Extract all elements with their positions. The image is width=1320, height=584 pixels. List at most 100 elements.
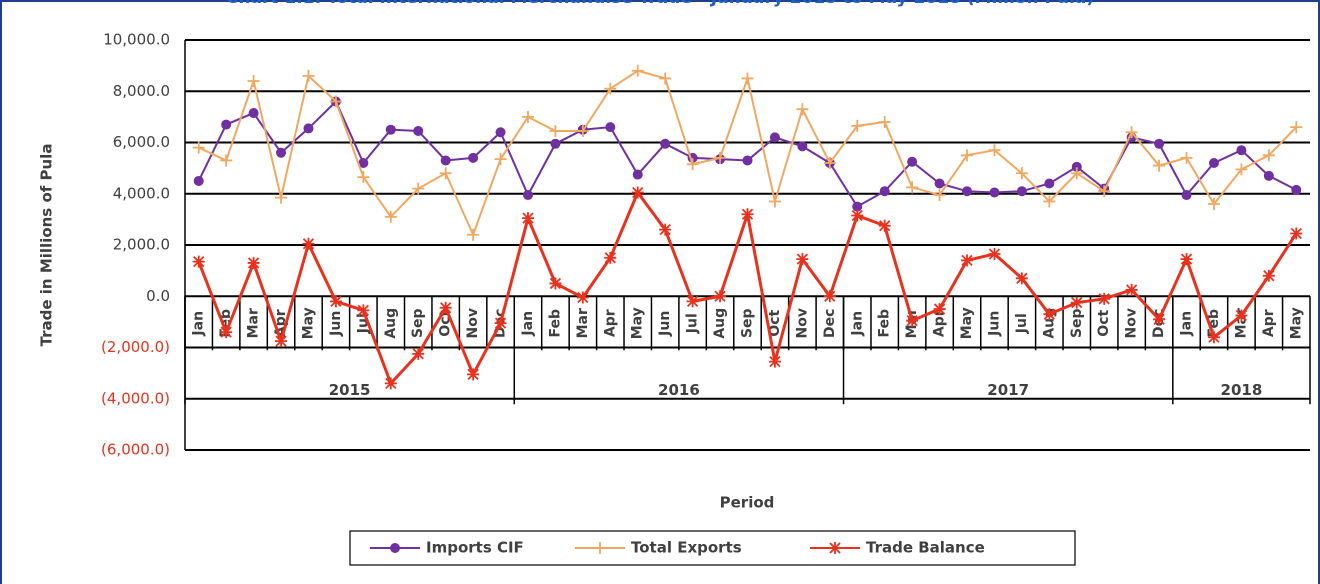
marker: [549, 124, 562, 137]
x-tick-label: May: [1288, 307, 1304, 339]
marker: [357, 304, 370, 317]
x-tick-label: Sep: [1069, 308, 1085, 338]
marker: [604, 82, 617, 95]
marker: [1125, 283, 1138, 296]
marker: [494, 317, 507, 330]
marker: [275, 335, 288, 348]
x-axis-label: Period: [720, 494, 775, 512]
marker: [329, 295, 342, 308]
marker: [1290, 227, 1303, 240]
marker: [961, 254, 974, 267]
marker: [302, 237, 315, 250]
marker: [550, 138, 561, 149]
x-tick-label: Feb: [877, 309, 893, 338]
marker: [275, 191, 288, 204]
marker: [1290, 121, 1303, 134]
marker: [1236, 145, 1247, 156]
marker: [906, 181, 919, 194]
marker: [659, 72, 672, 85]
marker: [1263, 170, 1274, 181]
x-tick-label: Aug: [1041, 308, 1057, 339]
x-tick-label: Jun: [986, 311, 1002, 337]
marker: [358, 158, 369, 168]
marker: [852, 201, 863, 212]
marker: [796, 253, 809, 266]
marker: [1180, 151, 1193, 164]
marker: [192, 255, 205, 268]
x-tick-label: Oct: [1096, 310, 1112, 337]
marker: [193, 175, 204, 186]
x-tick-label: Aug: [383, 308, 399, 339]
marker: [851, 119, 864, 132]
x-tick-label: Feb: [547, 309, 563, 338]
chart-title: Chart 1.1: Total International Merchandi…: [226, 0, 1094, 8]
marker: [796, 103, 809, 116]
x-tick-label: Jul: [1014, 313, 1030, 334]
marker: [1044, 178, 1055, 189]
marker: [1208, 158, 1219, 168]
marker: [1153, 159, 1166, 172]
marker: [385, 124, 396, 135]
marker: [962, 186, 973, 197]
marker: [1180, 253, 1193, 266]
marker: [1181, 190, 1192, 201]
marker: [248, 108, 259, 119]
marker: [1125, 126, 1138, 139]
marker: [660, 138, 671, 149]
x-tick-label: Nov: [1124, 308, 1140, 338]
marker: [741, 72, 754, 85]
x-tick-label: Aug: [712, 308, 728, 339]
series-line: [197, 99, 1297, 208]
marker: [192, 141, 205, 154]
marker: [714, 290, 727, 303]
x-tick-label: Apr: [602, 309, 618, 337]
x-tick-label: May: [300, 307, 316, 339]
year-label: 2016: [658, 381, 700, 399]
x-tick-label: Nov: [465, 308, 481, 338]
marker: [933, 189, 946, 202]
marker: [467, 228, 480, 241]
y-tick-label: 2,000.0: [113, 236, 170, 254]
x-tick-label: Apr: [1261, 309, 1277, 337]
marker: [797, 141, 808, 152]
y-axis-label: Trade in Millions of Pula: [38, 144, 56, 347]
marker: [1071, 161, 1082, 172]
marker: [686, 158, 699, 171]
x-tick-label: Jun: [657, 311, 673, 337]
marker: [989, 187, 1000, 198]
y-tick-label: (4,000.0): [101, 389, 170, 407]
marker: [604, 251, 617, 264]
marker: [1235, 163, 1248, 176]
x-tick-label: Mar: [246, 308, 262, 338]
marker: [851, 209, 864, 222]
marker: [303, 123, 314, 134]
y-tick-label: 4,000.0: [113, 184, 170, 202]
x-tick-label: May: [630, 307, 646, 339]
marker: [631, 64, 644, 77]
marker: [594, 542, 606, 554]
marker: [1235, 309, 1248, 322]
x-tick-label: Jan: [520, 311, 536, 337]
marker: [390, 543, 400, 553]
x-tick-label: Jan: [191, 311, 207, 337]
marker: [412, 182, 425, 195]
marker: [988, 247, 1001, 260]
legend-label: Trade Balance: [866, 539, 985, 557]
marker: [988, 144, 1001, 157]
marker: [468, 152, 479, 163]
marker: [1016, 186, 1027, 197]
marker: [1043, 195, 1056, 208]
x-tick-label: Sep: [740, 308, 756, 338]
marker: [1070, 167, 1083, 180]
marker: [768, 195, 781, 208]
x-tick-label: Feb: [218, 309, 234, 338]
x-tick-label: Jun: [328, 311, 344, 337]
marker: [961, 149, 974, 162]
marker: [413, 125, 424, 136]
marker: [1153, 313, 1166, 326]
marker: [823, 290, 836, 303]
legend-label: Imports CIF: [426, 539, 524, 557]
y-tick-label: (6,000.0): [101, 441, 170, 459]
x-tick-label: Dec: [822, 309, 838, 338]
